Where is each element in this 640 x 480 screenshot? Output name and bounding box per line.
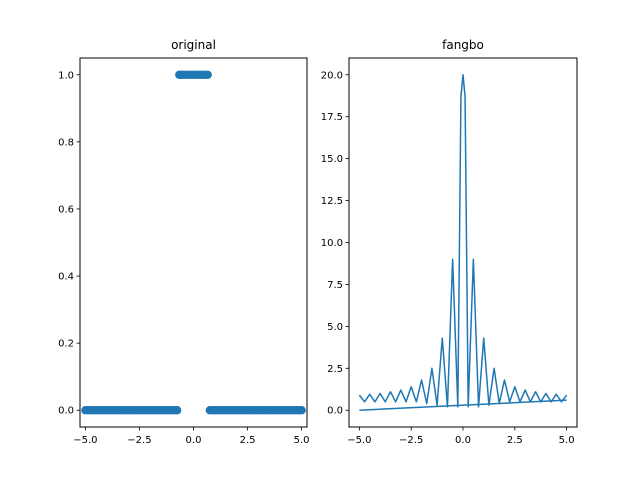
- y-tick-label: 0.0: [327, 406, 343, 417]
- x-tick-label: 0.0: [455, 435, 471, 446]
- x-tick-label: 5.0: [294, 435, 310, 446]
- chart-title-original: original: [171, 38, 216, 52]
- axes-original: original −5.0 −2.5 0.0 2.5 5.0 0.00.20.40.60…: [58, 38, 309, 446]
- x-ticks-fangbo: −5.0 −2.5 0.0 2.5 5.0: [347, 427, 575, 446]
- ramp-line: [359, 399, 567, 411]
- original-data-points: [81, 70, 306, 415]
- y-tick-label: 0.4: [58, 272, 74, 283]
- x-tick-label: −2.5: [399, 435, 423, 446]
- y-tick-label: 12.5: [321, 196, 343, 207]
- y-tick-label: 10.0: [321, 238, 343, 249]
- fangbo-series: [358, 74, 568, 411]
- y-tick-label: 1.0: [58, 70, 74, 81]
- x-tick-label: 0.0: [186, 435, 202, 446]
- y-tick-label: 0.0: [58, 406, 74, 417]
- y-ticks-fangbo: 0.0 2.5 5.0 7.5 10.0 12.5 15.0 17.5 20.0: [321, 70, 349, 417]
- y-tick-label: 17.5: [321, 112, 343, 123]
- axes-fangbo: fangbo −5.0 −2.5 0.0 2.5 5.0 0.0 2.5 5.0 7.5 10.…: [321, 38, 578, 446]
- y-tick-label: 15.0: [321, 154, 343, 165]
- y-tick-label: 0.6: [58, 204, 74, 215]
- x-tick-label: −5.0: [347, 435, 371, 446]
- y-tick-label: 5.0: [327, 322, 343, 333]
- x-tick-label: −5.0: [73, 435, 97, 446]
- scatter-point: [297, 406, 306, 415]
- y-tick-label: 7.5: [327, 280, 343, 291]
- x-tick-label: 5.0: [559, 435, 575, 446]
- chart-title-fangbo: fangbo: [442, 38, 484, 52]
- y-ticks-original: 0.0 0.2 0.4 0.6 0.8 1.0: [58, 70, 80, 417]
- x-tick-label: 2.5: [507, 435, 523, 446]
- x-tick-label: −2.5: [127, 435, 151, 446]
- y-tick-label: 0.8: [58, 137, 74, 148]
- y-tick-label: 2.5: [327, 364, 343, 375]
- x-ticks-original: −5.0 −2.5 0.0 2.5 5.0: [73, 427, 310, 446]
- y-tick-label: 20.0: [321, 70, 343, 81]
- x-tick-label: 2.5: [240, 435, 256, 446]
- y-tick-label: 0.2: [58, 339, 74, 350]
- scatter-point: [203, 70, 212, 79]
- scatter-point: [172, 406, 182, 415]
